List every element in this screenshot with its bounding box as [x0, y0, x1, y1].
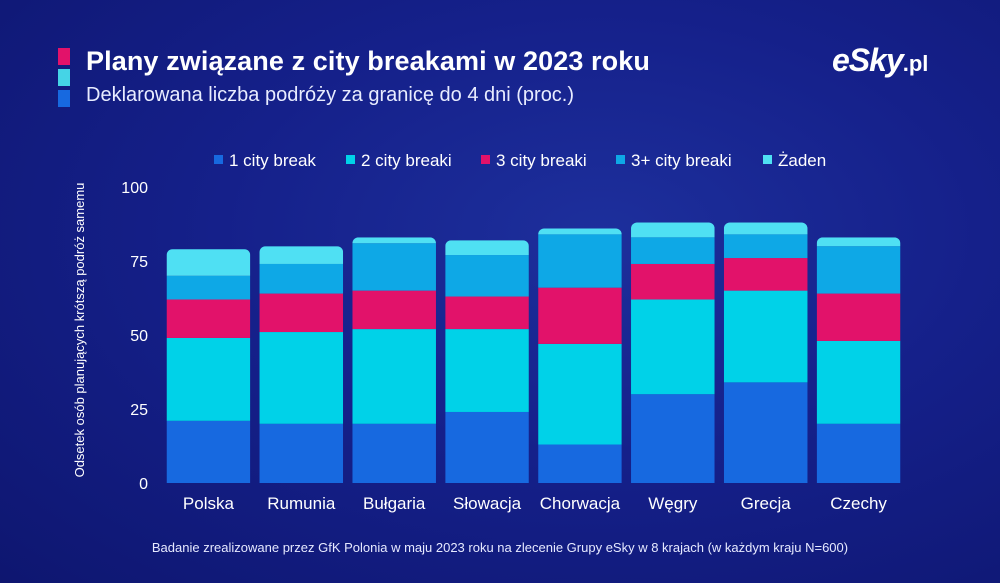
bar-segment-5-3 — [631, 237, 715, 264]
bar-segment-1-3 — [259, 263, 344, 294]
bar-segment-3-1 — [445, 329, 529, 412]
accent-bar-cyan — [58, 69, 70, 86]
bar-segment-3-0 — [445, 411, 529, 483]
x-tick-label-4: Chorwacja — [540, 494, 621, 513]
logo-tld: .pl — [902, 51, 929, 76]
legend-label-2: 3 city breaki — [496, 151, 587, 170]
chart-subtitle: Deklarowana liczba podróży za granicę do… — [86, 84, 575, 106]
bar-segment-1-0 — [259, 423, 344, 483]
bar-segment-7-2 — [816, 293, 901, 341]
accent-bar-blue — [58, 90, 70, 107]
bar-segment-6-0 — [723, 382, 808, 483]
logo-brand: eSky — [832, 42, 904, 78]
legend-swatch-1 — [346, 155, 355, 164]
legend-label-0: 1 city break — [229, 151, 316, 170]
y-tick-label-4: 100 — [121, 180, 148, 197]
legend-swatch-3 — [616, 155, 625, 164]
bar-segment-1-1 — [259, 332, 344, 424]
legend-swatch-2 — [481, 155, 490, 164]
bar-stack-2 — [352, 237, 436, 483]
legend-swatch-4 — [763, 155, 772, 164]
bar-segment-6-4 — [723, 222, 808, 235]
bar-segment-5-1 — [631, 299, 715, 395]
bar-stack-7 — [816, 237, 901, 483]
bar-segment-0-2 — [166, 299, 251, 338]
bar-segment-7-3 — [816, 246, 901, 294]
footnote: Badanie zrealizowane przez GfK Polonia w… — [151, 540, 849, 555]
bar-segment-4-4 — [538, 228, 622, 235]
bar-segment-0-1 — [166, 337, 251, 421]
legend-label-3: 3+ city breaki — [631, 151, 732, 170]
bar-segment-5-2 — [631, 263, 715, 300]
x-axis-labels: Polska Rumunia Bułgaria Słowacja Chorwacja Wę… — [183, 494, 887, 513]
bar-segment-3-4 — [445, 240, 529, 256]
bar-segment-1-2 — [259, 293, 344, 333]
bar-segment-1-4 — [259, 246, 344, 264]
bar-segment-0-0 — [166, 420, 251, 483]
bar-stack-6 — [723, 222, 808, 483]
legend-label-1: 2 city breaki — [361, 151, 452, 170]
bar-segment-6-2 — [723, 258, 808, 291]
esky-logo: eSky.pl — [832, 42, 928, 79]
bar-segment-3-3 — [445, 255, 529, 297]
x-tick-label-7: Czechy — [830, 494, 887, 513]
bar-segment-4-1 — [538, 343, 622, 445]
bars — [166, 222, 901, 483]
bar-stack-3 — [445, 240, 529, 483]
bar-stack-5 — [631, 222, 715, 483]
x-tick-label-1: Rumunia — [267, 494, 336, 513]
bar-segment-7-4 — [816, 237, 901, 247]
y-tick-label-1: 25 — [130, 402, 148, 419]
bar-segment-5-0 — [631, 394, 715, 483]
x-tick-label-6: Grecja — [741, 494, 792, 513]
x-tick-label-3: Słowacja — [453, 494, 522, 513]
bar-segment-0-4 — [166, 249, 251, 276]
bar-segment-3-2 — [445, 296, 529, 330]
legend-label-4: Żaden — [778, 151, 826, 170]
y-tick-label-2: 50 — [130, 328, 148, 345]
x-tick-label-2: Bułgaria — [363, 494, 426, 513]
header-accent-bars — [58, 48, 70, 111]
bar-segment-5-4 — [631, 222, 715, 238]
bar-stack-1 — [259, 246, 344, 483]
bar-segment-6-1 — [723, 290, 808, 383]
legend: 1 city break 2 city breaki 3 city breaki 3+… — [214, 151, 826, 170]
y-axis: 0 25 50 75 100 Odsetek osób planujących króts… — [72, 180, 148, 493]
bar-segment-7-1 — [816, 340, 901, 424]
bar-segment-2-4 — [352, 237, 436, 244]
bar-segment-4-2 — [538, 287, 622, 344]
accent-bar-pink — [58, 48, 70, 65]
bar-segment-0-3 — [166, 275, 251, 300]
legend-swatch-0 — [214, 155, 223, 164]
x-tick-label-5: Węgry — [648, 494, 698, 513]
x-tick-label-0: Polska — [183, 494, 235, 513]
bar-segment-4-0 — [538, 444, 622, 483]
bar-segment-2-2 — [352, 290, 436, 330]
bar-segment-2-1 — [352, 329, 436, 424]
y-tick-label-0: 0 — [139, 476, 148, 493]
y-axis-title: Odsetek osób planujących krótszą podróż … — [72, 183, 87, 478]
bar-segment-4-3 — [538, 234, 622, 288]
y-tick-label-3: 75 — [130, 254, 148, 271]
chart-title: Plany związane z city breakami w 2023 ro… — [86, 46, 650, 76]
bar-stack-4 — [538, 228, 622, 483]
bar-segment-2-3 — [352, 243, 436, 291]
bar-stack-0 — [166, 249, 251, 483]
bar-segment-7-0 — [816, 423, 901, 483]
bar-segment-2-0 — [352, 423, 436, 483]
bar-segment-6-3 — [723, 234, 808, 259]
